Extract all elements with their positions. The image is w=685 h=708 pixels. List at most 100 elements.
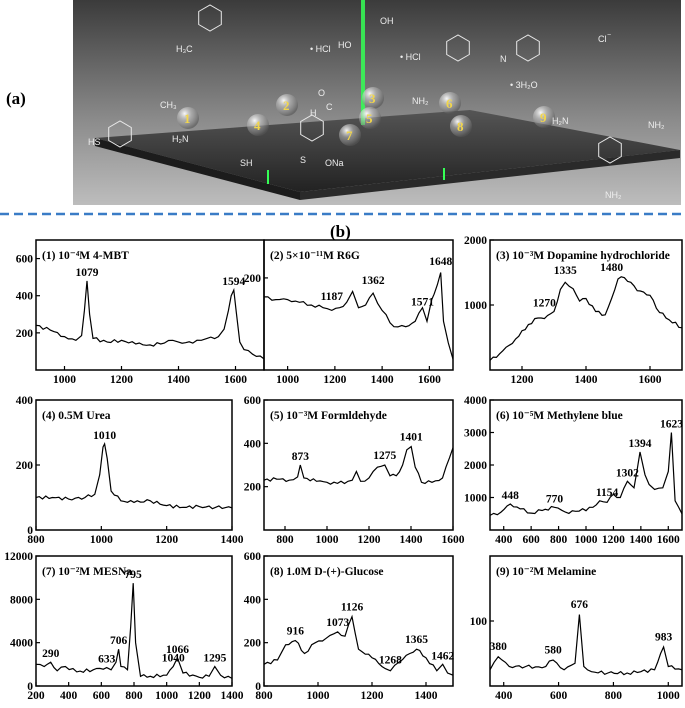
chart-5-xtick-label: 1200 [358,534,381,546]
chart-1-peak-label: 1079 [76,267,99,279]
label-b: (b) [330,222,351,241]
chart-6-peak-label: 1154 [596,487,619,499]
chart-7-xtick-label: 800 [125,690,143,702]
chart-5: 800 1000 1200 1400 1600 200 400 600 873 1275 1401 (… [244,395,465,546]
chart-1-series-line [36,280,264,360]
chart-4-ytick-label: 400 [16,395,34,407]
chart-1-ytick-label: 600 [16,254,34,266]
chart-8-peak-label: 1462 [431,650,454,662]
molecule-ring-6 [598,136,622,164]
chart-2-peak-label: 1648 [429,256,452,268]
scene-annotation-o: O [318,88,325,98]
chart-5-peak-label: 1275 [373,450,396,462]
chart-2-frame [263,239,454,371]
chart-5-ytick-label: 600 [244,395,262,407]
chart-8-ytick-label: 400 [244,594,262,606]
chart-5-title: (5) 10⁻³M Formldehyde [270,410,387,422]
chart-8-peak-label: 1073 [326,617,349,629]
chart-9-peak-label: 580 [544,645,562,657]
laser-mark-1 [267,170,269,184]
chart-7-peak-label: 795 [125,569,143,581]
chart-2-series-line [264,272,453,360]
chart-1-title: (1) 10⁻⁴M 4-MBT [42,250,129,262]
chart-9-ytick-label: 100 [470,616,488,628]
molecule-number-9: 9 [540,110,547,125]
molecule-sphere-3 [362,87,384,109]
molecule-number-7: 7 [346,128,353,143]
substrate-edge [95,138,300,200]
molecule-number-8: 8 [457,119,464,134]
scene-annotation-nh2_3: NH₂ [605,190,622,200]
chart-7-xtick-label: 1000 [155,690,178,702]
chart-9-peak-label: 983 [655,632,673,644]
chart-4-xtick-label: 1000 [90,534,113,546]
chart-3: 1200 1400 1600 1000 2000 1270 1335 1480(3) 10⁻³… [464,235,683,386]
chart-7-xtick-label: 200 [27,690,45,702]
chart-7-peak-label: 633 [98,654,116,666]
chart-1-xtick-label: 1600 [224,374,247,386]
chart-3-peak-label: 1335 [554,265,577,277]
chart-7-peak-label: 1066 [166,644,189,656]
chart-4-xtick-label: 1200 [155,534,178,546]
chart-8: 800 1000 1200 1400 0 200 400 600 916 1073 1126 1268… [244,551,455,702]
chart-7-peak-label: 1295 [203,653,226,665]
chart-9-peak-label: 676 [571,599,589,611]
chart-6-ytick-label: 4000 [464,395,487,407]
chart-3-xtick-label: 1200 [511,374,534,386]
chart-8-xtick-label: 800 [255,690,273,702]
chart-8-ytick-label: 600 [244,551,262,563]
scene-annotation-water: • 3H₂O [510,80,538,90]
chart-8-title: (8) 1.0M D-(+)-Glucose [270,566,384,578]
chart-8-ytick-label: 200 [244,638,262,650]
scene-annotation-nh2_1: NH₂ [412,96,429,106]
chart-3-peak-label: 1270 [533,298,556,310]
scene-annotation-s: S [300,155,306,165]
molecule-sphere-4 [247,114,269,136]
molecule-sphere-1 [177,107,199,129]
chart-8-series-line [264,614,453,676]
scene-annotation-ch3: CH₃ [160,100,177,110]
molecule-sphere-8 [450,115,472,137]
label-a: (a) [6,89,26,108]
laser-beam [361,0,365,125]
chart-7-peak-label: 706 [110,635,128,647]
chart-5-peak-label: 1401 [400,432,423,444]
molecule-ring-5 [300,114,324,142]
chart-2: 1000 1200 1400 1600 200 1187 1362 1571 1648 (2) 5… [244,239,454,386]
chart-6-series-line [490,432,682,516]
chart-8-peak-label: 1126 [341,602,364,614]
chart-2-ytick-label: 200 [244,273,262,285]
chart-8-peak-label: 916 [287,625,305,637]
molecule-ring-1 [108,120,132,148]
chart-7-ytick-label: 4000 [10,638,33,650]
chart-6-peak-label: 1302 [616,467,639,479]
scene-annotation-h3c: H₃C [176,44,193,54]
chart-8-xtick-label: 1000 [307,690,330,702]
chart-8-peak-label: 1365 [405,634,428,646]
chart-2-xtick-label: 1000 [276,374,299,386]
molecule-sphere-6 [439,92,461,114]
chart-6-ytick-label: 3000 [464,428,487,440]
scene-annotation-sh_2: SH [240,158,253,168]
chart-3-ytick-label: 2000 [464,235,487,247]
chart-9-xtick-label: 1000 [657,690,680,702]
chart-5-xtick-label: 800 [276,534,294,546]
chart-4-xtick-label: 1400 [221,534,244,546]
chart-5-xtick-label: 1000 [316,534,339,546]
scene-annotation-cl: Cl [598,34,607,44]
chart-1: 1000 1200 1400 1600 200 400 600 1079 1594 (1) 10⁻… [16,239,265,386]
chart-1-xtick-label: 1200 [110,374,133,386]
chart-8-ytick-label: 0 [255,681,261,693]
chart-1-peak-label: 1594 [222,276,245,288]
molecule-number-1: 1 [184,111,191,126]
scene-annotation-c: C [326,102,333,112]
chart-5-xtick-label: 1600 [442,534,465,546]
chart-5-series-line [264,445,453,485]
chart-8-peak-label: 1268 [379,655,402,667]
scene-annotation-n: N [500,54,507,64]
chart-6-peak-label: 1623 [660,419,683,431]
chart-9-peak-label: 380 [490,641,508,653]
chart-6-xtick-label: 400 [495,534,513,546]
chart-7-title: (7) 10⁻²M MESNa [42,566,132,578]
chart-9-xtick-label: 600 [550,690,568,702]
